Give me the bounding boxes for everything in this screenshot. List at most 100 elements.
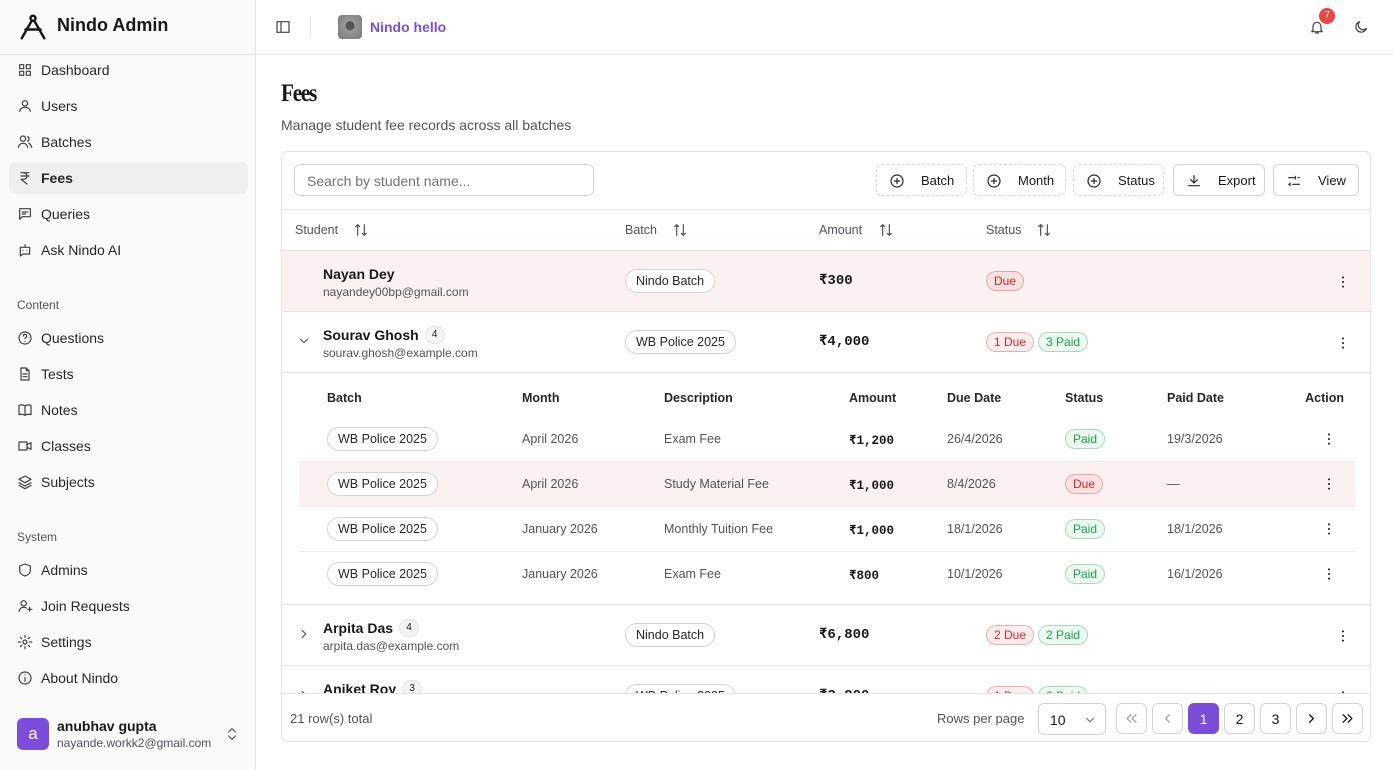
nav-icon-path [18, 475, 32, 490]
nav-item[interactable]: Classes [9, 430, 248, 462]
page-button[interactable]: 1 [1188, 703, 1219, 734]
column-header[interactable]: Status [986, 210, 1086, 250]
detail-actions[interactable] [1318, 518, 1340, 540]
student-row[interactable]: Sourav Ghosh 4 sourav.ghosh@example.com WB … [282, 312, 1370, 373]
search-input[interactable]: Search by student name... [294, 164, 594, 196]
status-badge: 2 Paid [1038, 625, 1089, 645]
nav-icon [18, 671, 32, 685]
detail-column-header: Month [522, 391, 560, 405]
student-row[interactable]: Arpita Das 4 arpita.das@example.com Nindo B… [282, 605, 1370, 666]
status-badge: 2 Paid [1038, 686, 1089, 693]
row-actions[interactable] [1332, 686, 1354, 693]
nav-icon [18, 441, 32, 451]
filter-button-label: Batch [921, 173, 955, 188]
theme-toggle[interactable] [1350, 16, 1372, 38]
expand-chevron [299, 338, 309, 344]
student-email: sourav.ghosh@example.com [323, 346, 478, 360]
student-name: Arpita Das [323, 620, 394, 636]
nav-item[interactable]: Users [9, 90, 248, 122]
bell-icon [1311, 21, 1323, 34]
nav-item[interactable]: Join Requests [9, 590, 248, 622]
nav-icon-path [19, 64, 31, 76]
row-actions[interactable] [1332, 625, 1354, 647]
user-email: nayande.workk2@gmail.com [57, 736, 212, 750]
batch-pill: WB Police 2025 [625, 684, 736, 693]
student-row[interactable]: Nayan Dey nayandey00bp@gmail.com Nindo Bat… [282, 251, 1370, 312]
expand-chevron [301, 690, 305, 693]
column-header[interactable]: Amount [819, 210, 919, 250]
column-header[interactable]: Student [295, 210, 395, 250]
student-name-line: Sourav Ghosh 4 [323, 326, 478, 344]
row-amount: ₹300 [819, 273, 853, 289]
last-page-button[interactable] [1332, 703, 1363, 734]
nav-item[interactable]: Settings [9, 626, 248, 658]
last-icon [1342, 714, 1353, 723]
sidebar-toggle[interactable] [273, 17, 293, 37]
export-button[interactable]: Export [1173, 164, 1265, 196]
kebab-icon [1342, 276, 1345, 288]
detail-actions[interactable] [1318, 473, 1340, 495]
nav-item[interactable]: Dashboard [9, 54, 248, 86]
nav-icon-path [18, 441, 32, 451]
expand-chevron-path [301, 629, 307, 639]
nav-icon [20, 367, 30, 381]
user-menu[interactable]: a anubhav gupta nayande.workk2@gmail.com [9, 710, 248, 758]
nav-item[interactable]: Batches [9, 126, 248, 158]
student-cell: Nayan Dey nayandey00bp@gmail.com [323, 265, 469, 299]
nav-label: About Nindo [41, 670, 119, 686]
nav-item[interactable]: Questions [9, 322, 248, 354]
filter-button[interactable]: Batch [876, 164, 967, 196]
table-header: Student Batch Amount Status [282, 209, 1370, 251]
detail-month: April 2026 [522, 432, 579, 446]
nav-item[interactable]: About Nindo [9, 662, 248, 694]
moon-icon [1355, 21, 1367, 33]
filter-button-icon-path [1087, 174, 1101, 188]
status-badge: 1 Due [986, 332, 1035, 352]
status-badges: Due [986, 271, 1028, 291]
detail-actions[interactable] [1318, 428, 1340, 450]
nav-item[interactable]: Admins [9, 554, 248, 586]
first-page-button[interactable] [1116, 703, 1147, 734]
row-actions[interactable] [1332, 332, 1354, 354]
sort-icon-path [355, 224, 367, 236]
sort-icon-path [880, 224, 892, 236]
notifications-button[interactable]: 7 [1306, 8, 1335, 38]
column-header[interactable]: Batch [625, 210, 725, 250]
filter-button[interactable]: Status [1073, 164, 1164, 196]
row-actions[interactable] [1332, 271, 1354, 293]
page-button[interactable]: 3 [1260, 703, 1291, 734]
prev-icon [1165, 714, 1170, 723]
topbar: Nindo hello 7 [256, 0, 1393, 55]
nav-item[interactable]: Fees [9, 162, 248, 194]
nav-icon-path [17, 135, 33, 148]
sort-icon-path [674, 224, 686, 236]
first-icon-path [1126, 714, 1137, 723]
student-name: Nayan Dey [323, 266, 395, 282]
export-button-label: Export [1218, 173, 1256, 188]
detail-status: Paid [1065, 564, 1109, 584]
last-icon-path [1342, 714, 1353, 723]
nav-item[interactable]: Subjects [9, 466, 248, 498]
page-button[interactable]: 2 [1224, 703, 1255, 734]
section-heading: System [17, 530, 58, 544]
rows-per-page-select[interactable]: 10 [1038, 703, 1106, 735]
detail-column-header: Status [1065, 391, 1104, 405]
nav-item[interactable]: Tests [9, 358, 248, 390]
next-page-button[interactable] [1296, 703, 1327, 734]
org-switcher[interactable]: Nindo hello [338, 15, 538, 39]
detail-description: Exam Fee [664, 432, 721, 446]
prev-page-button[interactable] [1152, 703, 1183, 734]
user-menu-chevron [228, 728, 236, 740]
view-button[interactable]: View [1273, 164, 1359, 196]
nav-item[interactable]: Ask Nindo AI [9, 234, 248, 266]
nav-item[interactable]: Notes [9, 394, 248, 426]
detail-column-header: Description [664, 391, 733, 405]
sidebar-toggle-icon [276, 21, 290, 33]
nav-icon-path [19, 208, 31, 220]
detail-actions[interactable] [1318, 563, 1340, 585]
nav-label: Ask Nindo AI [41, 242, 122, 258]
nav-item[interactable]: Queries [9, 198, 248, 230]
filter-button[interactable]: Month [973, 164, 1066, 196]
nav-icon [18, 475, 32, 490]
